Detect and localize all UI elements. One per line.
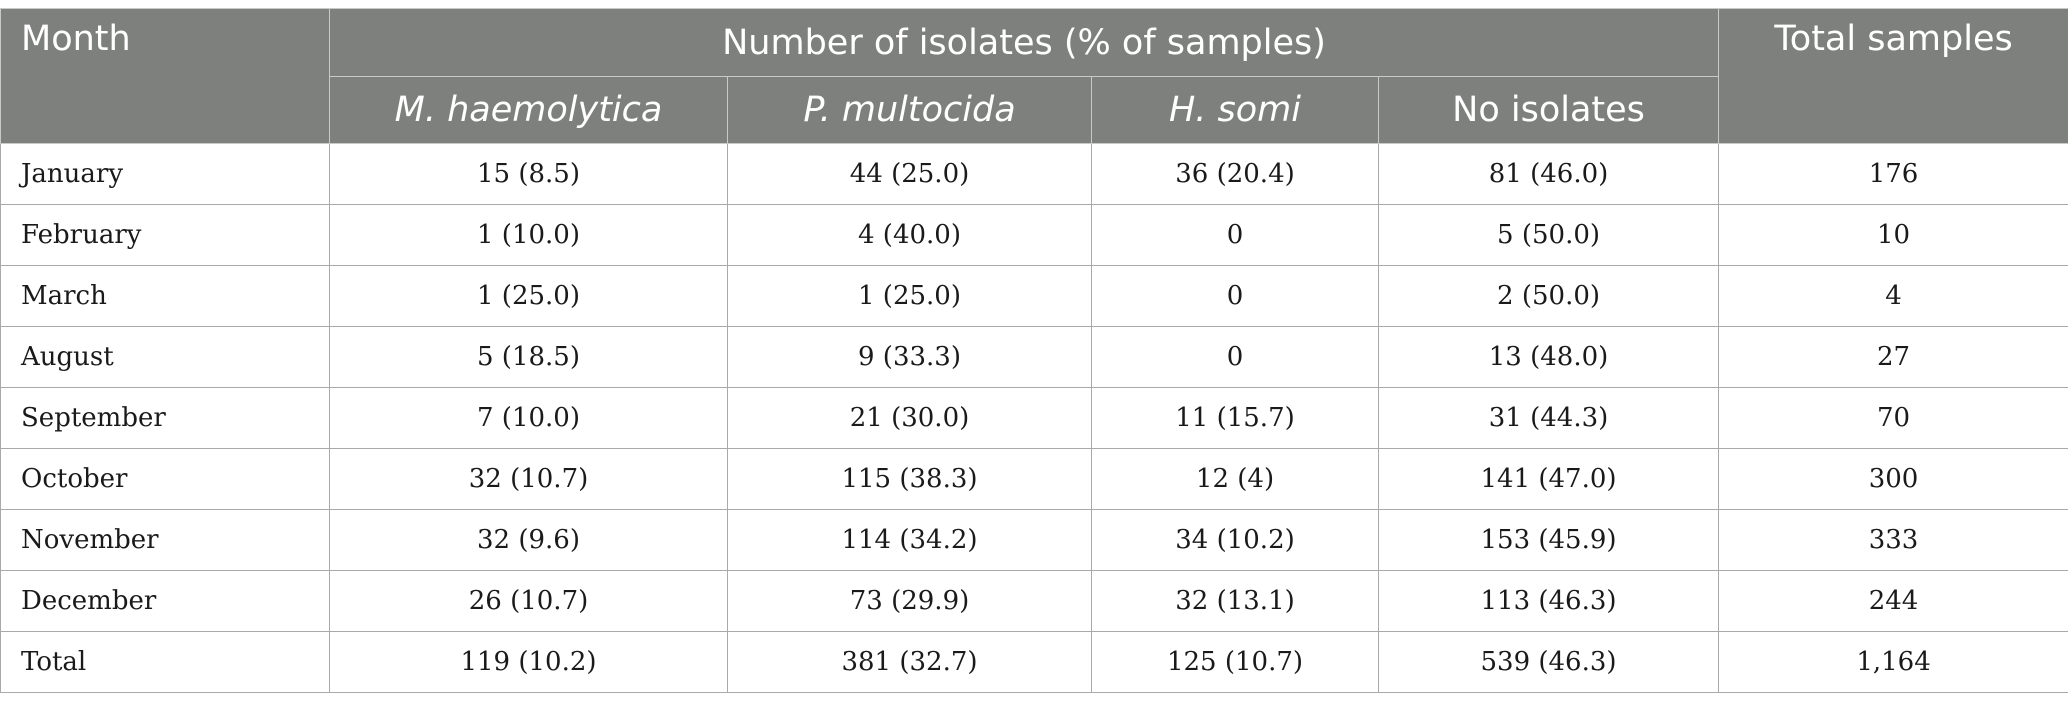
header-isolates-group: Number of isolates (% of samples) xyxy=(328,8,1720,77)
cell-month: Total xyxy=(0,631,330,693)
table-row: August 5 (18.5) 9 (33.3) 0 13 (48.0) 27 xyxy=(0,326,2068,388)
cell-h-somi: 0 xyxy=(1091,265,1379,327)
header-month: Month xyxy=(0,8,330,144)
cell-no-isolates: 141 (47.0) xyxy=(1377,448,1720,510)
table-row: October 32 (10.7) 115 (38.3) 12 (4) 141 (47.… xyxy=(0,448,2068,510)
cell-month: December xyxy=(0,570,330,632)
cell-h-somi: 0 xyxy=(1091,326,1379,388)
cell-total-samples: 10 xyxy=(1718,204,2068,266)
header-no-isolates: No isolates xyxy=(1377,76,1720,144)
cell-total-samples: 70 xyxy=(1718,387,2068,449)
cell-p-multocida: 21 (30.0) xyxy=(727,387,1092,449)
cell-m-haemolytica: 5 (18.5) xyxy=(329,326,728,388)
cell-month: February xyxy=(0,204,330,266)
cell-m-haemolytica: 32 (9.6) xyxy=(329,509,728,571)
table-row: January 15 (8.5) 44 (25.0) 36 (20.4) 81 (46.… xyxy=(0,143,2068,205)
cell-h-somi: 12 (4) xyxy=(1091,448,1379,510)
cell-month: October xyxy=(0,448,330,510)
cell-p-multocida: 115 (38.3) xyxy=(727,448,1092,510)
cell-month: January xyxy=(0,143,330,205)
cell-p-multocida: 381 (32.7) xyxy=(727,631,1092,693)
cell-m-haemolytica: 7 (10.0) xyxy=(329,387,728,449)
cell-h-somi: 0 xyxy=(1091,204,1379,266)
table-row: Total 119 (10.2) 381 (32.7) 125 (10.7) 539 (… xyxy=(0,631,2068,693)
table-row: March 1 (25.0) 1 (25.0) 0 2 (50.0) 4 xyxy=(0,265,2068,327)
cell-no-isolates: 13 (48.0) xyxy=(1377,326,1720,388)
cell-p-multocida: 73 (29.9) xyxy=(727,570,1092,632)
cell-p-multocida: 114 (34.2) xyxy=(727,509,1092,571)
table-row: February 1 (10.0) 4 (40.0) 0 5 (50.0) 10 xyxy=(0,204,2068,266)
cell-m-haemolytica: 1 (10.0) xyxy=(329,204,728,266)
cell-total-samples: 300 xyxy=(1718,448,2068,510)
cell-month: March xyxy=(0,265,330,327)
table-header: Month Number of isolates (% of samples) … xyxy=(0,8,2068,144)
cell-total-samples: 27 xyxy=(1718,326,2068,388)
cell-h-somi: 125 (10.7) xyxy=(1091,631,1379,693)
cell-no-isolates: 153 (45.9) xyxy=(1377,509,1720,571)
cell-no-isolates: 31 (44.3) xyxy=(1377,387,1720,449)
cell-m-haemolytica: 119 (10.2) xyxy=(329,631,728,693)
table-row: September 7 (10.0) 21 (30.0) 11 (15.7) 31 (4… xyxy=(0,387,2068,449)
isolates-table: Month Number of isolates (% of samples) … xyxy=(0,8,2068,693)
cell-m-haemolytica: 15 (8.5) xyxy=(329,143,728,205)
cell-no-isolates: 539 (46.3) xyxy=(1377,631,1720,693)
header-m-haemolytica: M. haemolytica xyxy=(329,76,728,144)
cell-p-multocida: 1 (25.0) xyxy=(727,265,1092,327)
header-p-multocida: P. multocida xyxy=(727,76,1092,144)
cell-h-somi: 34 (10.2) xyxy=(1091,509,1379,571)
cell-p-multocida: 9 (33.3) xyxy=(727,326,1092,388)
cell-m-haemolytica: 26 (10.7) xyxy=(329,570,728,632)
header-total-samples: Total samples xyxy=(1718,8,2068,144)
table-row: December 26 (10.7) 73 (29.9) 32 (13.1) 113 (… xyxy=(0,570,2068,632)
table-body: January 15 (8.5) 44 (25.0) 36 (20.4) 81 (46.… xyxy=(0,143,2068,693)
header-h-somi: H. somi xyxy=(1091,76,1379,144)
cell-h-somi: 11 (15.7) xyxy=(1091,387,1379,449)
cell-total-samples: 1,164 xyxy=(1718,631,2068,693)
table-row: November 32 (9.6) 114 (34.2) 34 (10.2) 153 (… xyxy=(0,509,2068,571)
cell-no-isolates: 5 (50.0) xyxy=(1377,204,1720,266)
cell-h-somi: 32 (13.1) xyxy=(1091,570,1379,632)
cell-month: September xyxy=(0,387,330,449)
cell-total-samples: 244 xyxy=(1718,570,2068,632)
cell-p-multocida: 4 (40.0) xyxy=(727,204,1092,266)
cell-h-somi: 36 (20.4) xyxy=(1091,143,1379,205)
cell-m-haemolytica: 32 (10.7) xyxy=(329,448,728,510)
cell-total-samples: 333 xyxy=(1718,509,2068,571)
cell-no-isolates: 2 (50.0) xyxy=(1377,265,1720,327)
cell-month: August xyxy=(0,326,330,388)
cell-total-samples: 4 xyxy=(1718,265,2068,327)
cell-month: November xyxy=(0,509,330,571)
cell-total-samples: 176 xyxy=(1718,143,2068,205)
cell-p-multocida: 44 (25.0) xyxy=(727,143,1092,205)
cell-m-haemolytica: 1 (25.0) xyxy=(329,265,728,327)
cell-no-isolates: 113 (46.3) xyxy=(1377,570,1720,632)
cell-no-isolates: 81 (46.0) xyxy=(1377,143,1720,205)
